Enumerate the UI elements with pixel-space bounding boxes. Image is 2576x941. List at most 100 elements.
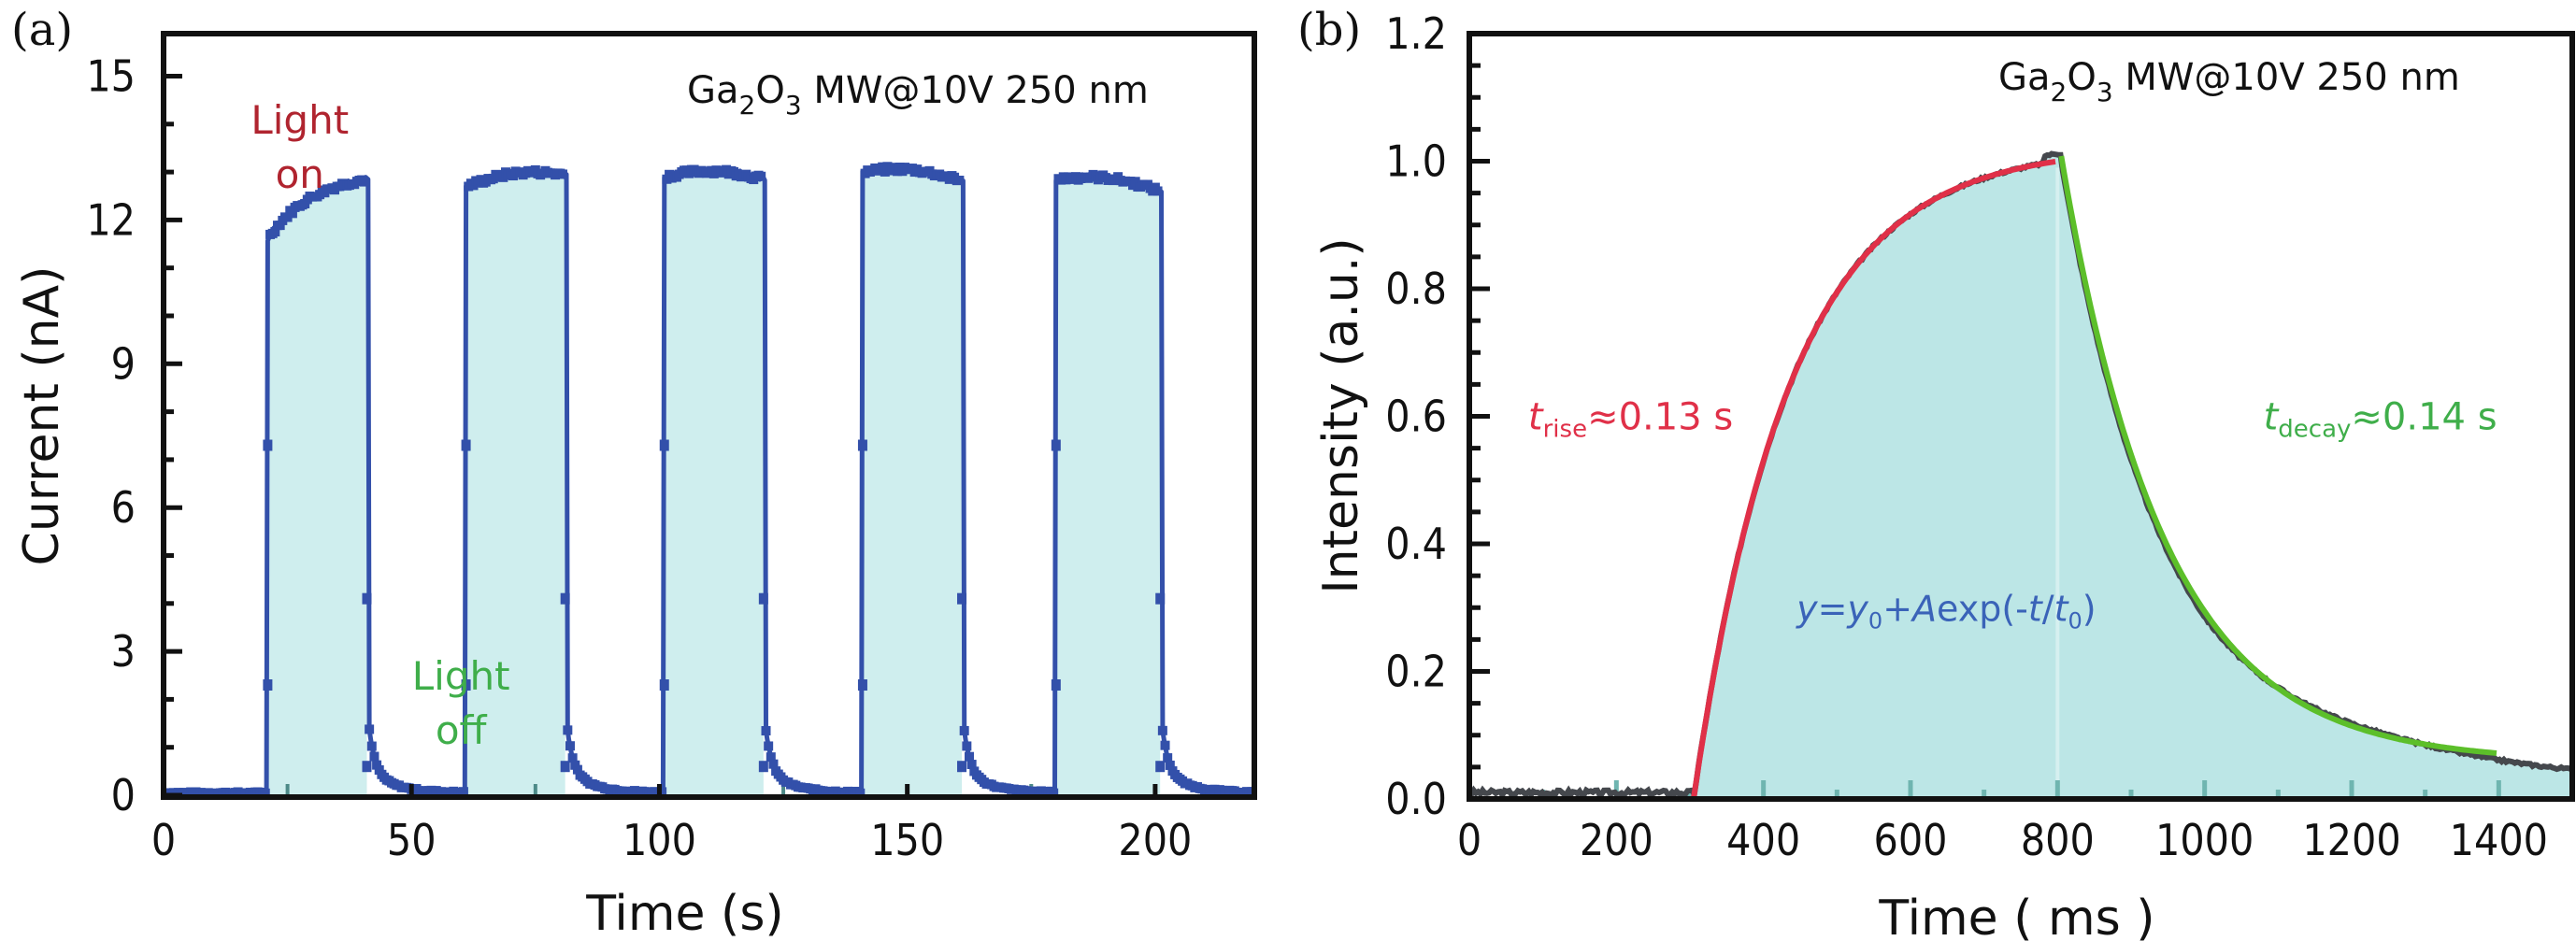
transition-point xyxy=(560,761,570,773)
eq-t0-sub: 0 xyxy=(2068,607,2082,634)
data-point xyxy=(287,208,297,219)
eq-y: y xyxy=(1796,588,1818,629)
x-tick-label: 150 xyxy=(870,815,944,865)
y-axis-ticks: 0 3 6 9 12 15 xyxy=(86,51,182,820)
data-point xyxy=(572,764,582,775)
data-point xyxy=(954,176,965,186)
transition-point xyxy=(1051,679,1061,691)
eq-close: ) xyxy=(2082,588,2097,629)
data-point xyxy=(962,741,972,751)
y-tick-label: 9 xyxy=(111,338,136,389)
x-tick-label: 50 xyxy=(387,815,436,865)
eq-y0-sub: 0 xyxy=(1868,607,1882,634)
x-tick-label: 0 xyxy=(1457,815,1481,865)
data-point xyxy=(565,741,575,751)
x-tick-label: 200 xyxy=(1580,815,1653,865)
light-on-label-line: Light xyxy=(250,97,349,143)
y-tick-label: 0.0 xyxy=(1385,774,1447,824)
data-point xyxy=(372,760,382,770)
data-point xyxy=(558,169,568,179)
x-tick-label: 600 xyxy=(1874,815,1948,865)
data-point xyxy=(1130,177,1140,187)
y-axis-title: Intensity (a.u.) xyxy=(1313,237,1369,593)
transition-point xyxy=(1051,439,1061,451)
transition-point xyxy=(957,592,967,605)
decay-value: ≈0.14 s xyxy=(2351,396,2497,439)
data-point xyxy=(563,725,573,735)
transition-point xyxy=(461,679,471,691)
data-point xyxy=(764,741,774,751)
data-point xyxy=(1163,753,1173,763)
data-point xyxy=(567,753,578,763)
transition-point xyxy=(263,679,273,691)
x-tick-label: 800 xyxy=(2021,815,2095,865)
data-point xyxy=(878,162,888,172)
panel-label: (a) xyxy=(11,4,73,56)
transition-point xyxy=(857,439,867,451)
transition-point xyxy=(362,592,372,605)
x-tick-label: 0 xyxy=(151,815,176,865)
x-axis-ticks: 0 50 100 150 200 xyxy=(151,784,1192,865)
y-tick-label: 0.6 xyxy=(1385,392,1447,442)
data-point xyxy=(855,788,866,797)
fit-equation: y=y0+Aexp(-t/t0) xyxy=(1796,588,2097,634)
y-tick-label: 6 xyxy=(111,482,136,533)
x-tick-label: 1000 xyxy=(2155,815,2254,865)
data-point xyxy=(458,787,468,797)
data-point xyxy=(359,177,369,187)
x-tick-label: 200 xyxy=(1118,815,1192,865)
x-tick-label: 400 xyxy=(1726,815,1800,865)
data-point xyxy=(761,726,771,736)
transition-point xyxy=(758,592,768,605)
rise-time-annotation: trise≈0.13 s xyxy=(1528,396,1733,444)
title-sub-2: 2 xyxy=(2051,77,2068,107)
transition-point xyxy=(659,679,669,691)
data-point xyxy=(880,166,890,177)
data-point xyxy=(766,752,776,763)
y-tick-label: 1.0 xyxy=(1385,136,1447,187)
eq-equals: = xyxy=(1818,588,1848,629)
data-point xyxy=(964,751,974,762)
decay-subscript: decay xyxy=(2278,416,2351,444)
decay-time-annotation: tdecay≈0.14 s xyxy=(2264,396,2497,444)
data-point xyxy=(959,725,969,735)
y-axis-ticks: 0.0 0.2 0.4 0.6 0.8 1.0 1.2 xyxy=(1385,8,1490,824)
chart-title: Ga2O3 MW@10V 250 nm xyxy=(687,69,1149,121)
data-point xyxy=(768,759,779,769)
eq-y0: y xyxy=(1846,588,1868,629)
x-axis-title: Time (s) xyxy=(585,886,783,941)
title-o: O xyxy=(755,69,784,112)
data-point xyxy=(282,212,293,222)
transition-point xyxy=(857,679,867,691)
title-sub-2: 2 xyxy=(739,90,756,121)
eq-slash: / xyxy=(2042,588,2054,629)
rise-fit-line xyxy=(1690,158,2056,799)
light-off-label-line: Light xyxy=(412,653,510,699)
y-tick-label: 3 xyxy=(111,626,136,677)
data-point xyxy=(275,221,285,231)
data-point xyxy=(365,724,375,734)
data-point xyxy=(1157,725,1167,735)
light-off-label-line: off xyxy=(436,707,488,753)
y-axis-title: Current (nA) xyxy=(14,266,70,566)
data-point xyxy=(657,787,667,797)
data-point xyxy=(1160,740,1170,750)
title-rest: MW@10V 250 nm xyxy=(802,69,1149,112)
title-ga: Ga xyxy=(687,69,739,112)
panel-label: (b) xyxy=(1297,4,1361,56)
pulse-fill-5 xyxy=(1055,174,1161,797)
data-point xyxy=(369,751,379,762)
decay-t: t xyxy=(2264,396,2280,439)
pulse-fill-3 xyxy=(664,167,764,797)
panel-b: 0.00.20.40.60.81.01.2 0 200 400 600 800 1000 1… xyxy=(1297,4,2575,941)
eq-t0: t xyxy=(2054,588,2070,629)
transition-point xyxy=(1155,761,1166,773)
light-on-label-line: on xyxy=(276,151,324,197)
transition-point xyxy=(263,439,273,451)
y-tick-label: 0.8 xyxy=(1385,264,1447,314)
eq-exp: exp(- xyxy=(1937,588,2028,629)
transition-point xyxy=(957,761,967,773)
y-tick-label: 0.2 xyxy=(1385,647,1447,697)
